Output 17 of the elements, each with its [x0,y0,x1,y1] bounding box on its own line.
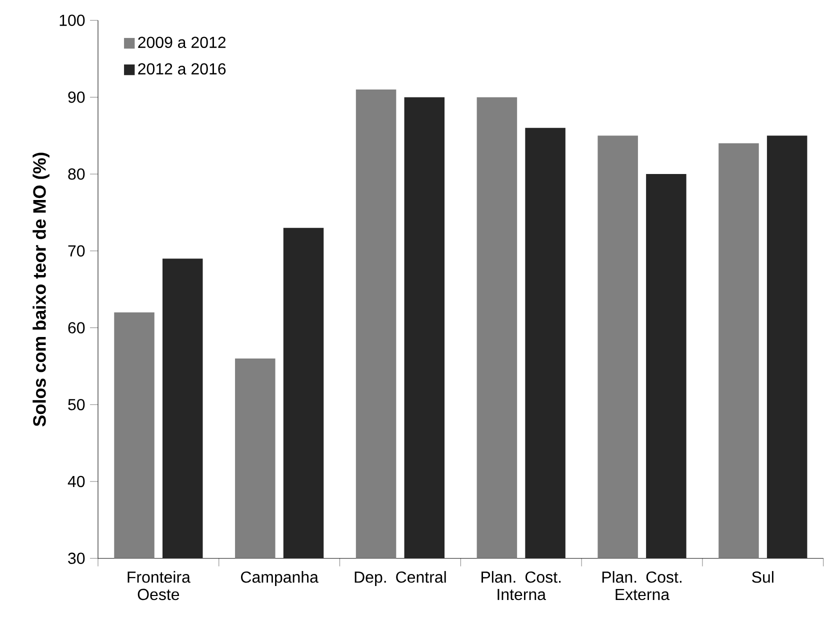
y-tick-label: 70 [68,245,85,257]
y-tick-label: 60 [68,322,85,334]
x-tick-label: Fronteira Oeste [128,571,190,600]
x-tick-label: Plan. Cost. Externa [602,571,682,600]
y-axis-title: Solos com baixo teor de MO (%) [32,152,50,426]
y-tick-label: 30 [68,552,85,564]
y-tick-label: 80 [68,168,85,180]
y-tick-label: 90 [68,92,85,103]
y-tick-label: 100 [60,14,85,26]
x-tick-label: Dep. Central [354,571,446,586]
legend-label: 2012 a 2016 [138,63,226,75]
legend-label: 2009 a 2012 [138,36,226,48]
y-tick-label: 40 [68,476,85,488]
x-tick-label: Sul [752,571,774,583]
x-tick-label: Plan. Cost. Interna [482,571,561,600]
x-tick-label: Campanha [241,571,318,586]
y-tick-label: 50 [68,398,85,410]
